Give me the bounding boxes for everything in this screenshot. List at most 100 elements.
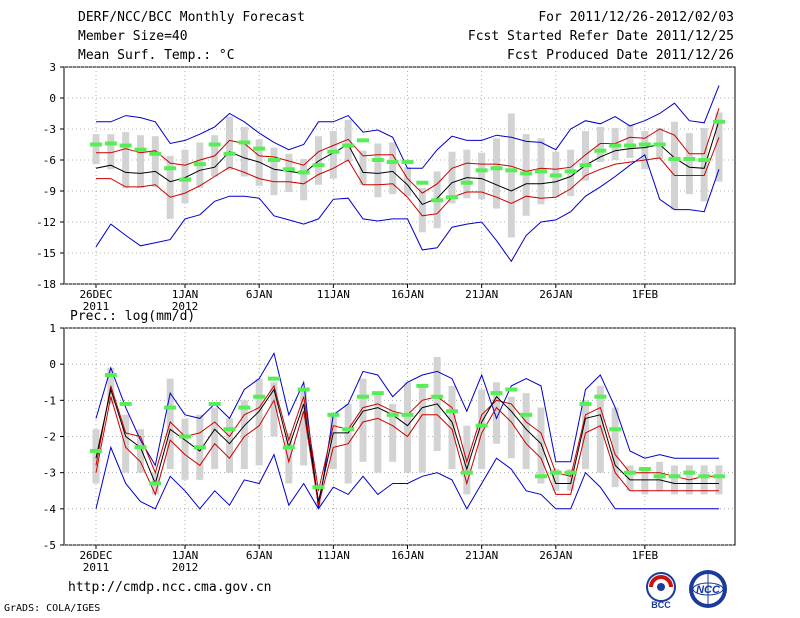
box-6 bbox=[181, 418, 189, 480]
y-tick-label: -12 bbox=[36, 216, 56, 229]
observed-point-39 bbox=[668, 156, 681, 161]
observed-point-1 bbox=[104, 373, 117, 378]
box-33 bbox=[582, 131, 589, 181]
box-19 bbox=[374, 143, 382, 198]
observed-point-0 bbox=[90, 448, 102, 453]
observed-point-12 bbox=[268, 158, 280, 162]
observed-point-27 bbox=[490, 391, 503, 396]
y-tick-label: -1 bbox=[43, 394, 56, 407]
series-ensemble-min bbox=[95, 154, 720, 263]
observed-point-29 bbox=[520, 171, 533, 176]
box-14 bbox=[300, 158, 308, 201]
box-27 bbox=[493, 138, 500, 209]
observed-point-36 bbox=[624, 143, 636, 148]
observed-point-21 bbox=[401, 412, 414, 417]
observed-point-37 bbox=[638, 467, 651, 472]
x-tick-label: 21JAN bbox=[465, 288, 498, 301]
observed-point-24 bbox=[446, 195, 458, 200]
x-tick-label: 11JAN bbox=[317, 549, 350, 562]
footer-url[interactable]: http://cmdp.ncc.cma.gov.cn bbox=[68, 580, 272, 595]
observed-point-36 bbox=[624, 470, 636, 475]
observed-point-26 bbox=[475, 168, 488, 173]
forecast-period: For 2011/12/26-2012/02/03 bbox=[538, 10, 734, 25]
series-ensemble-min bbox=[95, 445, 719, 510]
observed-point-31 bbox=[549, 470, 562, 475]
observed-point-19 bbox=[371, 158, 384, 162]
x-tick-label: 11JAN bbox=[317, 288, 350, 301]
bcc-logo-text: BCC bbox=[651, 600, 671, 610]
box-36 bbox=[626, 124, 634, 158]
box-25 bbox=[463, 425, 471, 495]
observed-point-5 bbox=[164, 405, 177, 410]
y-tick-label: -15 bbox=[36, 247, 56, 260]
observed-point-38 bbox=[653, 142, 666, 147]
observed-point-15 bbox=[312, 163, 325, 168]
observed-point-2 bbox=[119, 401, 132, 406]
observed-point-10 bbox=[238, 140, 251, 145]
start-date: Fcst Started Refer Date 2011/12/25 bbox=[467, 29, 734, 44]
series-ensemble-max bbox=[95, 351, 719, 509]
observed-point-19 bbox=[371, 391, 384, 396]
y-tick-label: 0 bbox=[49, 358, 56, 371]
observed-point-4 bbox=[149, 481, 162, 486]
box-26 bbox=[478, 389, 486, 470]
box-13 bbox=[285, 153, 293, 193]
x-tick-label: 6JAN bbox=[246, 288, 273, 301]
box-32 bbox=[567, 469, 575, 491]
observed-point-17 bbox=[342, 143, 355, 148]
observed-point-0 bbox=[90, 142, 102, 147]
observed-point-14 bbox=[297, 170, 310, 175]
observed-point-15 bbox=[312, 485, 325, 490]
x-tick-label: 1JAN bbox=[172, 549, 199, 562]
box-13 bbox=[285, 432, 293, 484]
observed-point-22 bbox=[416, 383, 429, 388]
x-tick-label: 26JAN bbox=[539, 549, 572, 562]
box-18 bbox=[359, 378, 367, 462]
panel-title: Prec.: log(mm/d) bbox=[70, 309, 195, 324]
box-40 bbox=[685, 133, 693, 195]
x-tick-label: 6JAN bbox=[246, 549, 273, 562]
box-11 bbox=[255, 378, 263, 466]
observed-point-32 bbox=[564, 169, 577, 174]
box-41 bbox=[700, 465, 708, 495]
observed-point-38 bbox=[653, 474, 666, 479]
observed-point-5 bbox=[164, 166, 177, 171]
observed-point-29 bbox=[520, 412, 533, 417]
box-25 bbox=[463, 149, 471, 199]
series-spread-upper bbox=[96, 108, 720, 194]
observed-point-35 bbox=[609, 427, 622, 432]
observed-point-23 bbox=[431, 198, 444, 203]
box-22 bbox=[418, 187, 426, 233]
observed-point-33 bbox=[579, 163, 592, 168]
observed-point-40 bbox=[683, 156, 696, 161]
x-tick-year-label: 2011 bbox=[83, 561, 110, 574]
box-14 bbox=[300, 389, 308, 466]
y-tick-label: -4 bbox=[43, 503, 57, 516]
produced-date: Fcst Produced Date 2011/12/26 bbox=[507, 48, 734, 63]
x-tick-label: 16JAN bbox=[391, 549, 424, 562]
observed-point-10 bbox=[238, 405, 251, 410]
series-ensemble-mean bbox=[95, 120, 720, 206]
observed-point-24 bbox=[446, 409, 458, 414]
y-tick-label: 1 bbox=[49, 322, 56, 335]
observed-point-28 bbox=[505, 387, 518, 392]
box-18 bbox=[359, 150, 367, 185]
observed-point-22 bbox=[416, 180, 429, 185]
header-right: For 2011/12/26-2012/02/03 Fcst Started R… bbox=[468, 8, 734, 65]
observed-point-25 bbox=[460, 470, 473, 475]
observed-point-6 bbox=[179, 434, 191, 439]
box-3 bbox=[137, 135, 144, 188]
observed-point-26 bbox=[475, 423, 488, 428]
box-37 bbox=[641, 469, 649, 495]
plot-frame bbox=[63, 66, 736, 285]
observed-point-18 bbox=[357, 394, 369, 399]
observed-point-20 bbox=[386, 160, 399, 165]
x-tick-year-label: 2012 bbox=[172, 561, 199, 574]
box-39 bbox=[671, 121, 678, 210]
y-tick-label: -2 bbox=[43, 431, 56, 444]
observed-point-4 bbox=[149, 151, 162, 156]
box-39 bbox=[671, 465, 678, 495]
y-tick-label: 0 bbox=[49, 92, 56, 105]
box-29 bbox=[522, 393, 530, 470]
